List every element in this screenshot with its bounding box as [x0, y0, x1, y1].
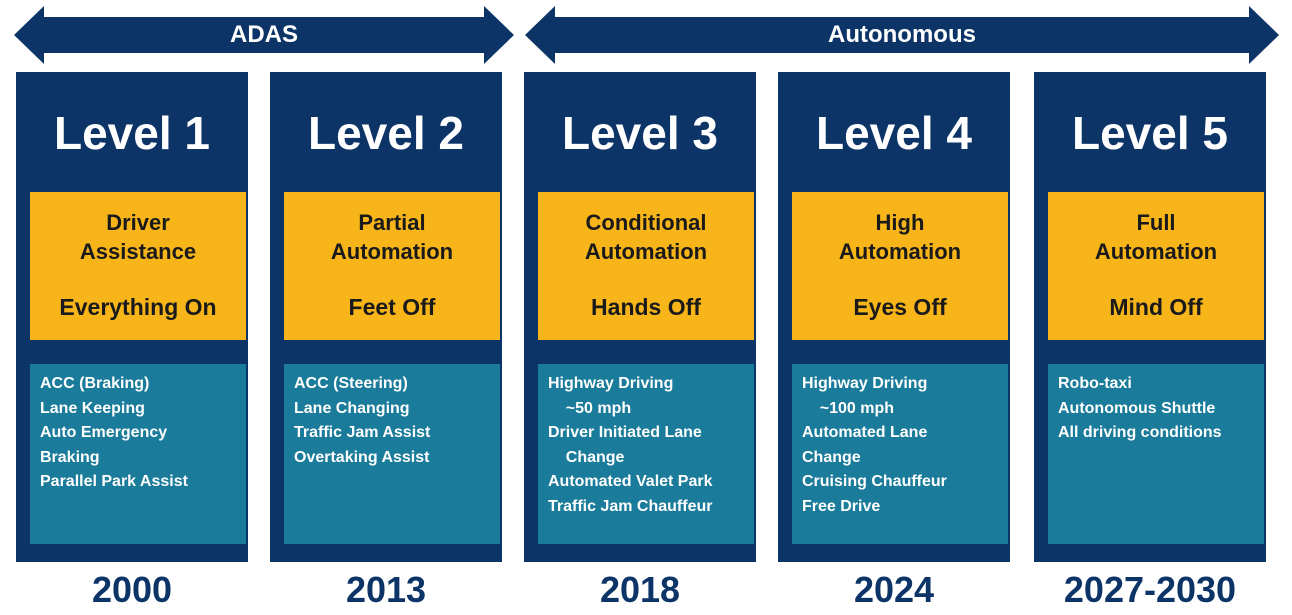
automation-mode-box: Driver Assistance Everything On [30, 192, 246, 340]
feature-item: Braking [40, 448, 100, 466]
level-title: Level 2 [308, 107, 464, 159]
mode-tagline: Feet Off [348, 294, 436, 320]
adas-arrow: ADAS [14, 6, 514, 64]
autonomous-label: Autonomous [828, 21, 976, 48]
automation-mode-box: Partial Automation Feet Off [284, 192, 500, 340]
mode-name: Conditional Automation [538, 208, 754, 266]
feature-item: Highway Driving [548, 375, 674, 392]
mode-name: Full Automation [1048, 208, 1264, 266]
feature-item: ACC (Braking) [40, 375, 150, 392]
mode-name-line: Automation [1094, 239, 1218, 264]
level-1-year: 2000 [91, 569, 173, 610]
feature-item: Robo-taxi [1058, 375, 1132, 392]
mode-name-line: Driver [106, 210, 170, 235]
mode-tagline: Mind Off [1109, 294, 1203, 320]
features-box: Highway Driving ~50 mph Driver Initiated… [538, 364, 754, 544]
mode-name: High Automation [792, 208, 1008, 266]
feature-item: Lane Changing [294, 399, 410, 417]
feature-item: ~100 mph [802, 399, 895, 417]
level-title: Level 1 [54, 107, 210, 159]
autonomous-arrow: Autonomous [525, 6, 1279, 64]
feature-item: Automated Lane [802, 424, 928, 441]
mode-name-line: Automation [330, 239, 454, 264]
adas-label: ADAS [229, 21, 298, 48]
automation-mode-box: Full Automation Mind Off [1048, 192, 1264, 340]
automation-mode-box: High Automation Eyes Off [792, 192, 1008, 340]
mode-name-line: High [875, 210, 925, 235]
level-title: Level 4 [816, 107, 972, 159]
mode-name: Partial Automation [284, 208, 500, 266]
feature-item: Autonomous Shuttle [1058, 399, 1216, 417]
feature-item: Change [548, 448, 625, 466]
feature-item: Auto Emergency [40, 424, 168, 441]
automation-mode-box: Conditional Automation Hands Off [538, 192, 754, 340]
mode-name-line: Conditional [585, 210, 707, 235]
level-3-year: 2018 [599, 569, 681, 610]
feature-item: Automated Valet Park [548, 473, 713, 490]
feature-item: Overtaking Assist [294, 448, 430, 466]
level-4-column: Level 4 High Automation Eyes Off Highway… [778, 72, 1010, 562]
adas-double-arrow-icon [14, 6, 514, 64]
features-box: ACC (Steering) Lane Changing Traffic Jam… [284, 364, 500, 544]
feature-item: Driver Initiated Lane [548, 424, 702, 441]
features-box: Highway Driving ~100 mph Automated Lane … [792, 364, 1008, 544]
feature-list: Robo-taxi Autonomous Shuttle All driving… [1048, 364, 1264, 446]
feature-item: Cruising Chauffeur [802, 473, 947, 490]
autonomous-double-arrow-icon [525, 6, 1279, 64]
level-5-year: 2027-2030 [1063, 569, 1237, 610]
mode-name-line: Full [1136, 210, 1176, 235]
feature-item: Lane Keeping [40, 399, 145, 417]
feature-item: Traffic Jam Chauffeur [548, 497, 713, 515]
level-title: Level 3 [562, 107, 718, 159]
mode-name-line: Automation [584, 239, 708, 264]
feature-item: Traffic Jam Assist [294, 424, 431, 441]
level-1-column: Level 1 Driver Assistance Everything On … [16, 72, 248, 562]
features-box: ACC (Braking) Lane Keeping Auto Emergenc… [30, 364, 246, 544]
level-title: Level 5 [1072, 107, 1228, 159]
level-3-column: Level 3 Conditional Automation Hands Off… [524, 72, 756, 562]
mode-name-line: Assistance [79, 239, 197, 264]
feature-item: ~50 mph [548, 399, 632, 417]
mode-name-line: Partial [358, 210, 426, 235]
mode-tagline: Everything On [59, 294, 217, 320]
features-box: Robo-taxi Autonomous Shuttle All driving… [1048, 364, 1264, 544]
feature-item: All driving conditions [1058, 424, 1222, 441]
mode-tagline: Hands Off [591, 294, 701, 320]
feature-item: ACC (Steering) [294, 375, 408, 392]
mode-name: Driver Assistance [30, 208, 246, 266]
feature-item: Free Drive [802, 497, 881, 515]
feature-list: Highway Driving ~100 mph Automated Lane … [792, 364, 1008, 519]
level-2-column: Level 2 Partial Automation Feet Off ACC … [270, 72, 502, 562]
feature-item: Highway Driving [802, 375, 928, 392]
level-2-year: 2013 [345, 569, 427, 610]
level-4-year: 2024 [853, 569, 935, 610]
feature-item: Change [802, 448, 861, 466]
mode-tagline: Eyes Off [853, 294, 947, 320]
feature-item: Parallel Park Assist [40, 473, 188, 490]
feature-list: Highway Driving ~50 mph Driver Initiated… [538, 364, 754, 519]
mode-name-line: Automation [838, 239, 962, 264]
level-5-column: Level 5 Full Automation Mind Off Robo-ta… [1034, 72, 1266, 562]
feature-list: ACC (Braking) Lane Keeping Auto Emergenc… [30, 364, 246, 495]
feature-list: ACC (Steering) Lane Changing Traffic Jam… [284, 364, 500, 470]
